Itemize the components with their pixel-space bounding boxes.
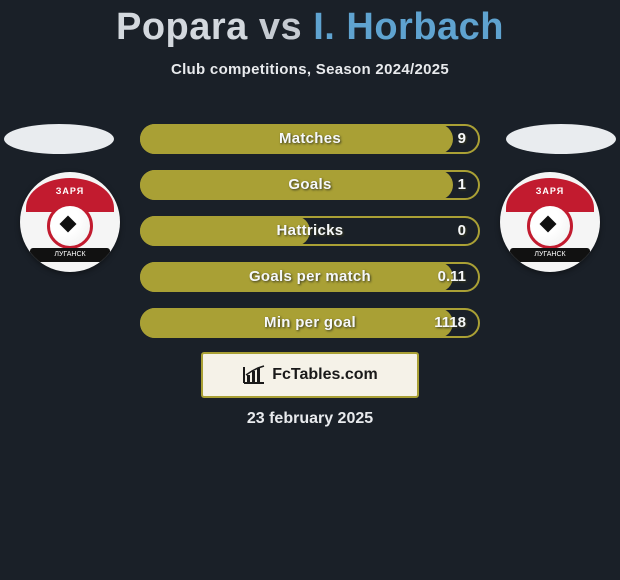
brand-chart-icon: [242, 365, 266, 385]
badge-ball-icon: [47, 203, 93, 249]
stat-bar-row: Goals per match0.11: [140, 262, 480, 292]
stat-bar-value: 0.11: [438, 262, 466, 292]
stat-bars-container: Matches9Goals1Hattricks0Goals per match0…: [140, 124, 480, 354]
stat-bar-label: Matches: [140, 124, 480, 154]
badge-bottom-text: ЛУГАНСК: [510, 248, 590, 262]
comparison-title: Popara vs I. Horbach: [0, 0, 620, 49]
stat-bar-label: Goals: [140, 170, 480, 200]
stat-bar-value: 9: [458, 124, 466, 154]
subtitle: Club competitions, Season 2024/2025: [0, 61, 620, 78]
stat-bar-value: 1: [458, 170, 466, 200]
right-shadow-ellipse: [506, 124, 616, 154]
left-club-badge: ЗАРЯ ЛУГАНСК: [20, 172, 120, 272]
stat-bar-row: Matches9: [140, 124, 480, 154]
stat-bar-label: Hattricks: [140, 216, 480, 246]
left-shadow-ellipse: [4, 124, 114, 154]
stat-bar-row: Min per goal1118: [140, 308, 480, 338]
stat-bar-label: Min per goal: [140, 308, 480, 338]
player2-name: I. Horbach: [313, 6, 504, 48]
stat-bar-value: 1118: [434, 308, 466, 338]
stat-bar-label: Goals per match: [140, 262, 480, 292]
stat-bar-value: 0: [458, 216, 466, 246]
brand-text: FcTables.com: [272, 366, 378, 384]
stat-bar-row: Goals1: [140, 170, 480, 200]
player1-name: Popara: [116, 6, 248, 48]
date-text: 23 february 2025: [0, 410, 620, 428]
right-club-badge: ЗАРЯ ЛУГАНСК: [500, 172, 600, 272]
stat-bar-row: Hattricks0: [140, 216, 480, 246]
badge-bottom-text: ЛУГАНСК: [30, 248, 110, 262]
badge-ball-icon: [527, 203, 573, 249]
brand-box: FcTables.com: [201, 352, 419, 398]
vs-text: vs: [259, 6, 302, 48]
